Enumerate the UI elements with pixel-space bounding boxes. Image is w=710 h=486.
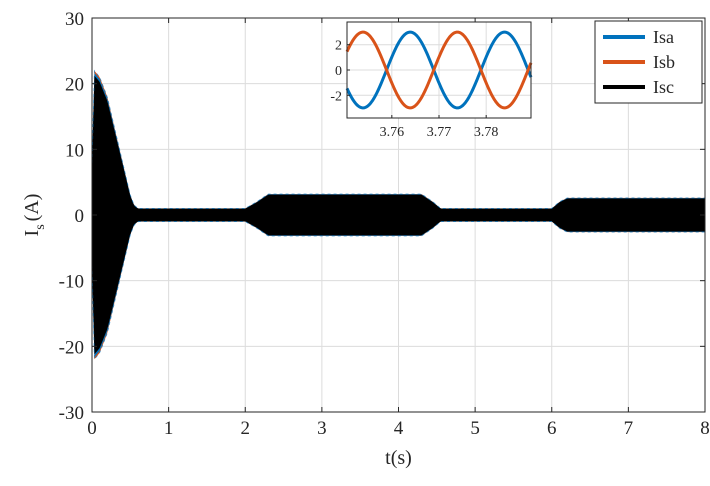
x-tick-label: 8 xyxy=(700,418,710,439)
y-axis-label-unit: (A) xyxy=(21,194,43,222)
x-tick-label: 1 xyxy=(164,418,174,439)
x-axis-label: t(s) xyxy=(385,447,412,469)
x-tick-label: 6 xyxy=(547,418,557,439)
y-tick-label: 10 xyxy=(65,140,84,161)
inset-zoom: 3.76 3.77 3.78 -2 0 2 xyxy=(330,21,533,140)
inset-y-tick-label: 0 xyxy=(335,64,342,79)
inset-y-tick-label: 2 xyxy=(335,39,342,54)
x-tick-label: 0 xyxy=(87,418,97,439)
legend: Isa Isb Isc xyxy=(594,20,703,104)
y-tick-label: 0 xyxy=(75,206,85,227)
inset-x-tick-label: 3.78 xyxy=(474,125,499,140)
inset-series-isb xyxy=(345,30,533,110)
series-isc-envelope xyxy=(92,75,705,355)
inset-x-tick-label: 3.76 xyxy=(380,125,405,140)
legend-label-isa: Isa xyxy=(653,27,674,47)
x-tick-label: 5 xyxy=(470,418,480,439)
inset-x-tick-label: 3.77 xyxy=(427,125,452,140)
y-tick-label: 30 xyxy=(65,9,84,30)
y-tick-label: -30 xyxy=(59,403,84,424)
legend-label-isc: Isc xyxy=(653,77,674,97)
y-axis-label-subscript: s xyxy=(33,224,48,229)
x-tick-label: 4 xyxy=(394,418,404,439)
legend-label-isb: Isb xyxy=(653,52,675,72)
y-tick-label: -10 xyxy=(59,272,84,293)
inset-y-tick-label: -2 xyxy=(330,89,342,104)
x-tick-label: 7 xyxy=(624,418,634,439)
signal-envelope xyxy=(91,69,706,361)
y-tick-label: -20 xyxy=(59,337,84,358)
inset-series-isa xyxy=(345,30,533,110)
y-axis-label-symbol: I xyxy=(21,230,43,237)
x-tick-label: 2 xyxy=(241,418,251,439)
x-tick-label: 3 xyxy=(317,418,327,439)
y-axis-label: Is (A) xyxy=(21,194,48,237)
y-tick-label: 20 xyxy=(65,75,84,96)
